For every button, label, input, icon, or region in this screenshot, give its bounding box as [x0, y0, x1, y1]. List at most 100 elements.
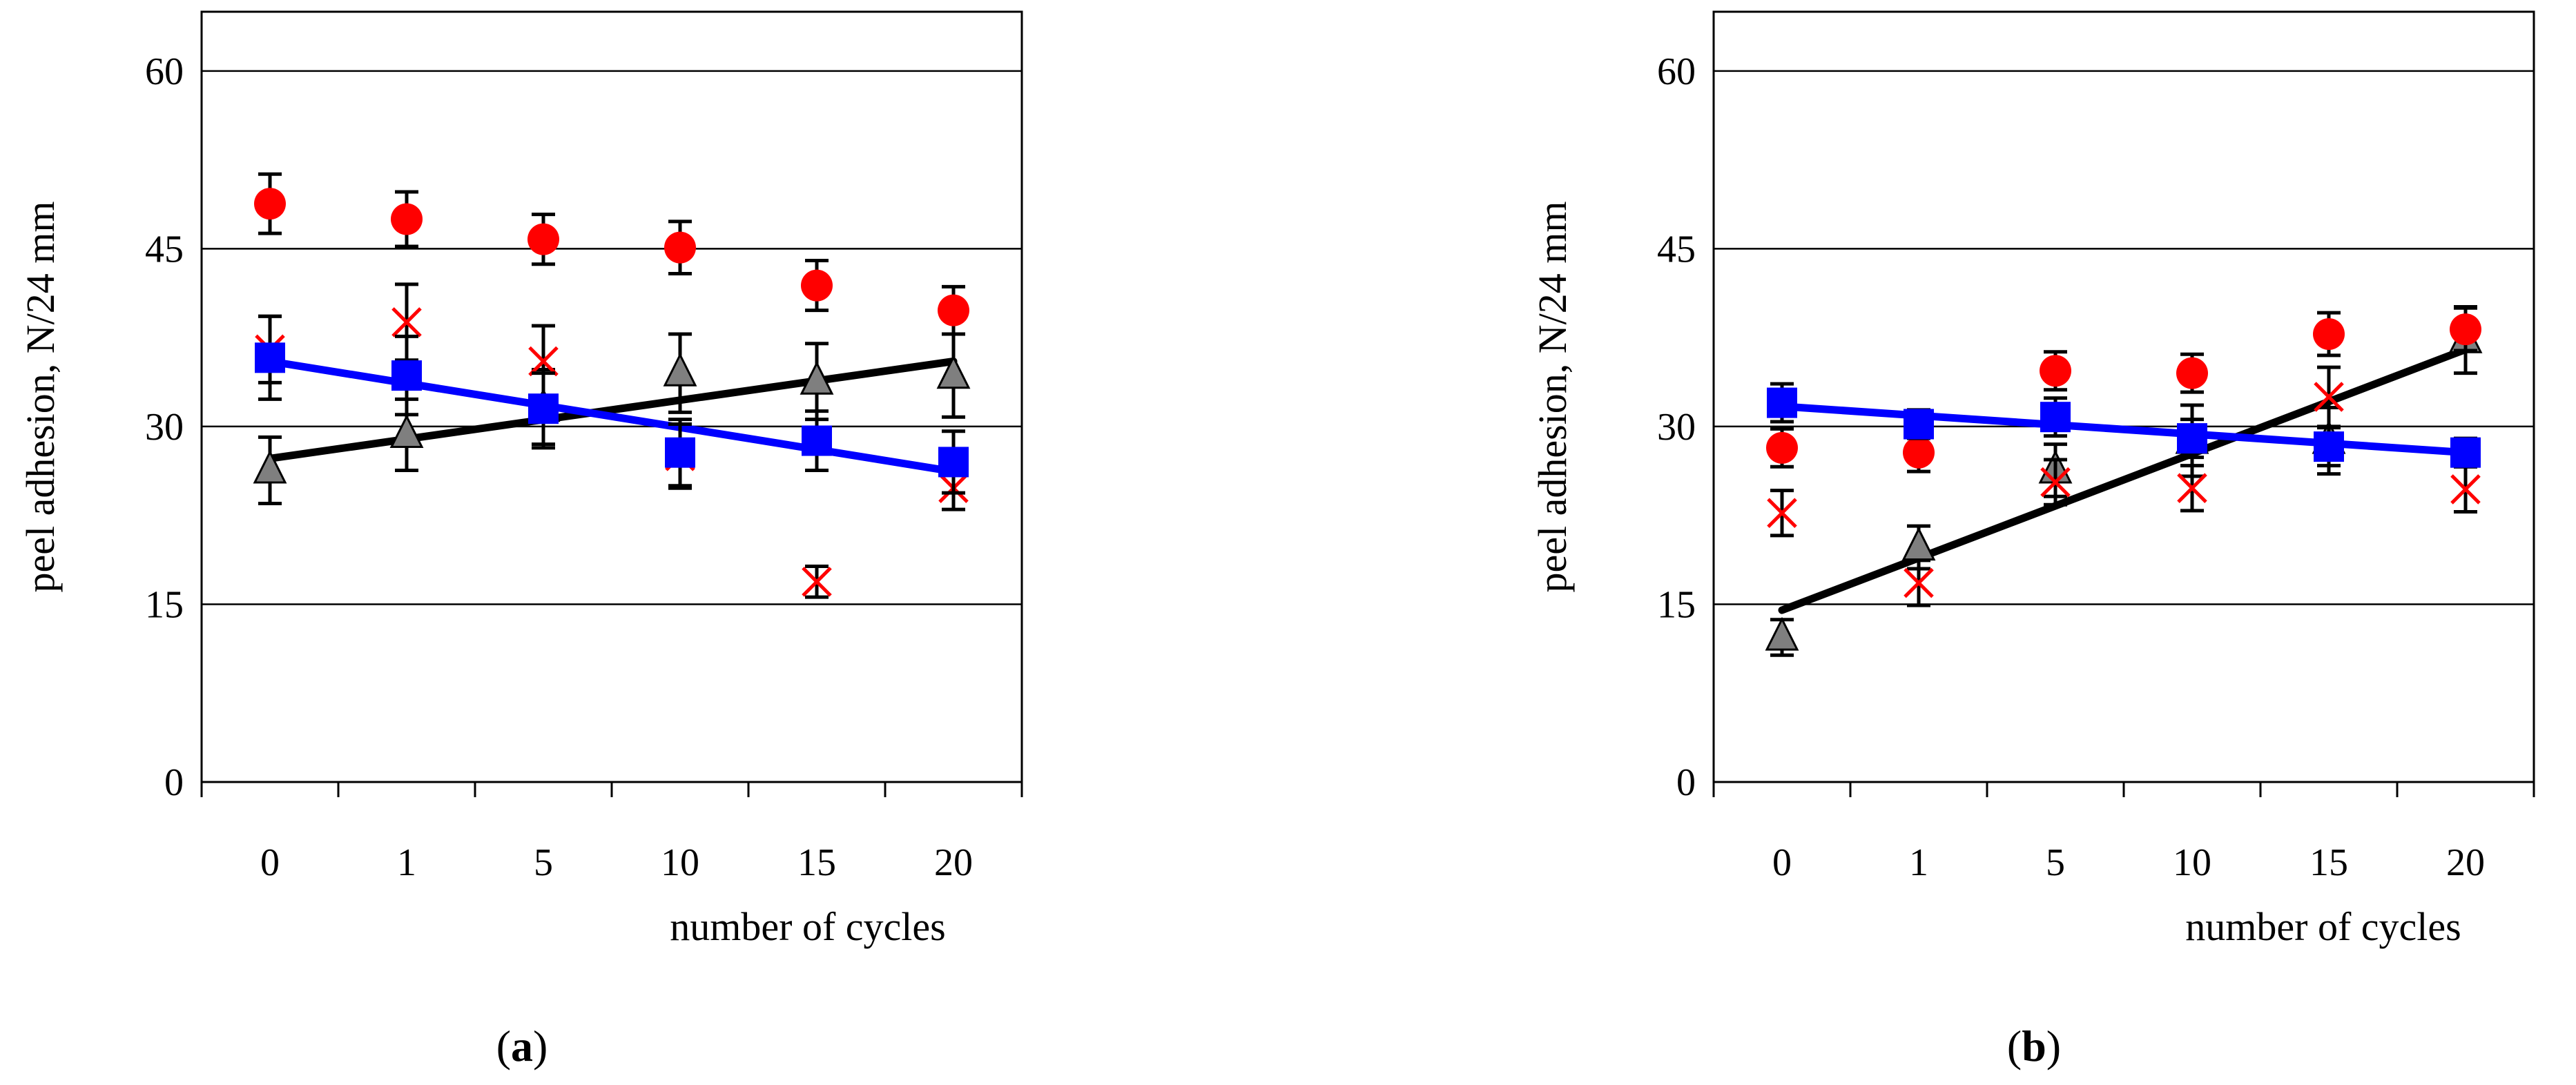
y-tick-labels: 0 15 30 45 60 — [145, 50, 184, 804]
y-tick-label: 15 — [1657, 583, 1696, 626]
trendline-blue-trend — [1778, 402, 2470, 457]
y-tick-label: 15 — [145, 583, 184, 626]
x-axis-title: number of cycles — [2185, 904, 2461, 949]
x-tick-label: 20 — [2446, 841, 2485, 884]
x-tick-label: 0 — [1772, 841, 1792, 884]
x-tick-label: 15 — [2309, 841, 2348, 884]
panel-label-b: (b) — [2007, 1022, 2061, 1071]
data-point-circle — [938, 294, 969, 326]
cross-stroke — [2450, 474, 2481, 505]
x-tick-labels: 0 1 5 10 15 20 — [1772, 841, 2485, 884]
data-point-cross — [528, 346, 559, 377]
data-point-circle — [1903, 436, 1935, 469]
trendlines — [266, 357, 958, 476]
data-point-triangle — [663, 352, 697, 387]
cross-stroke — [1904, 567, 1934, 598]
data-point-square — [2450, 437, 2481, 468]
data-point-circle — [1766, 431, 1798, 464]
data-point-circle — [254, 188, 286, 220]
x-tick-label: 15 — [797, 841, 836, 884]
data-point-cross — [2450, 474, 2481, 505]
y-axis-title: peel adhesion, N/24 mm — [18, 201, 63, 592]
cross-stroke — [802, 567, 832, 597]
y-tick-label: 60 — [1657, 50, 1696, 93]
data-point-circle — [2313, 318, 2345, 351]
x-tick-marks — [1712, 782, 2535, 797]
data-series — [253, 172, 971, 599]
data-point-cross — [2314, 382, 2344, 412]
data-point-square — [1767, 387, 1797, 418]
y-axis-title: peel adhesion, N/24 mm — [1530, 201, 1575, 592]
x-tick-label: 1 — [397, 841, 416, 884]
cross-stroke — [391, 307, 422, 338]
data-series — [1765, 305, 2483, 657]
x-tick-labels: 0 1 5 10 15 20 — [260, 841, 973, 884]
data-point-square — [938, 447, 969, 478]
y-tick-label: 45 — [1657, 228, 1696, 271]
trendline-blue-trend — [266, 357, 958, 476]
cross-stroke — [1767, 498, 1797, 529]
x-tick-label: 10 — [661, 841, 699, 884]
x-tick-label: 5 — [2046, 841, 2065, 884]
cross-stroke — [528, 346, 559, 377]
data-point-square — [2314, 431, 2344, 462]
data-point-square — [665, 437, 695, 468]
trendline-black-trend — [1778, 345, 2470, 614]
series-red-crosses — [1767, 365, 2481, 607]
data-point-cross — [391, 307, 422, 338]
y-tick-label: 0 — [164, 761, 184, 804]
cross-stroke — [2177, 473, 2207, 503]
series-blue-squares — [255, 314, 969, 495]
plot-frame — [200, 10, 1023, 783]
y-tick-label: 30 — [145, 406, 184, 449]
data-point-cross — [802, 567, 832, 597]
data-point-circle — [801, 269, 833, 302]
cross-stroke — [2040, 467, 2071, 498]
data-point-cross — [2177, 473, 2207, 503]
data-point-square — [2177, 423, 2207, 454]
cross-stroke — [2314, 382, 2344, 412]
data-point-circle — [664, 231, 696, 264]
data-point-square — [255, 342, 285, 373]
data-point-cross — [2040, 467, 2071, 498]
data-point-circle — [2176, 357, 2208, 389]
data-point-cross — [1904, 567, 1934, 598]
data-point-square — [2040, 402, 2071, 433]
series-red-circles — [254, 172, 969, 336]
data-point-triangle — [1765, 616, 1799, 651]
data-point-circle — [2040, 355, 2071, 387]
y-tick-label: 45 — [145, 228, 184, 271]
x-tick-label: 5 — [534, 841, 553, 884]
trendlines — [1778, 345, 2470, 614]
grid-lines — [1714, 70, 2534, 605]
data-point-square — [1904, 409, 1934, 440]
x-axis-title: number of cycles — [670, 904, 945, 949]
x-tick-label: 1 — [1909, 841, 1928, 884]
y-tick-label: 60 — [145, 50, 184, 93]
data-point-triangle — [800, 360, 834, 395]
data-point-triangle — [253, 449, 287, 484]
trendline-black-trend — [266, 357, 958, 462]
data-point-triangle — [1901, 527, 1936, 561]
data-point-cross — [1767, 498, 1797, 529]
grid-lines — [202, 70, 1022, 605]
data-point-triangle — [389, 414, 424, 449]
plot-frame — [1712, 10, 2535, 783]
series-red-crosses — [255, 282, 969, 599]
data-point-square — [391, 360, 422, 391]
data-point-circle — [391, 203, 423, 235]
y-tick-label: 30 — [1657, 406, 1696, 449]
y-tick-label: 0 — [1676, 761, 1696, 804]
data-point-circle — [2450, 313, 2481, 346]
data-point-square — [528, 393, 559, 424]
series-red-circles — [1766, 306, 2481, 473]
data-point-circle — [527, 223, 559, 255]
x-tick-label: 10 — [2173, 841, 2211, 884]
series-blue-squares — [1767, 382, 2481, 469]
data-point-triangle — [936, 355, 971, 389]
y-tick-labels: 0 15 30 45 60 — [1657, 50, 1696, 804]
x-tick-marks — [200, 782, 1023, 797]
